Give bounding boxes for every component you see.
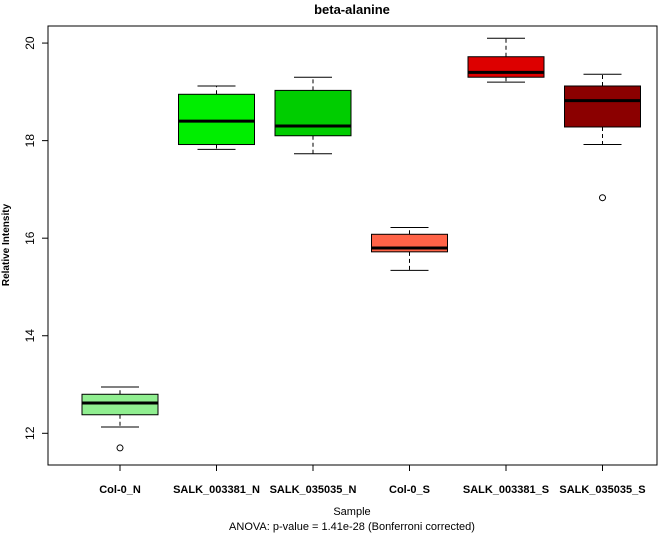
x-axis: Col-0_N SALK_003381_N SALK_035035_N Col-0_S…	[99, 465, 646, 496]
x-axis-label: Sample	[333, 506, 370, 518]
box-iqr	[467, 56, 545, 78]
box-SALK_003381_S	[467, 37, 545, 83]
box-SALK_035035_S	[564, 73, 641, 202]
x-tick-label-Col-0_S: Col-0_S	[389, 484, 430, 496]
y-tick-label-16: 16	[23, 231, 37, 245]
box-iqr	[274, 89, 352, 137]
chart-title: beta-alanine	[314, 2, 390, 17]
y-tick-label-12: 12	[23, 426, 37, 440]
box-series	[81, 37, 641, 452]
outlier-point	[599, 194, 606, 202]
y-tick-label-20: 20	[23, 36, 37, 50]
box-Col-0_S	[371, 226, 448, 271]
y-tick-label-14: 14	[23, 329, 37, 343]
x-tick-label-SALK_035035_N: SALK_035035_N	[270, 484, 357, 496]
x-tick-label-SALK_003381_N: SALK_003381_N	[173, 484, 260, 496]
x-tick-label-SALK_003381_S: SALK_003381_S	[463, 484, 549, 496]
outlier-point	[116, 444, 124, 452]
anova-footnote: ANOVA: p-value = 1.41e-28 (Bonferroni co…	[229, 521, 475, 533]
box-Col-0_N	[81, 386, 159, 452]
x-tick-label-SALK_035035_S: SALK_035035_S	[559, 484, 645, 496]
plot-frame	[47, 25, 658, 466]
y-axis-label: Relative Intensity	[1, 203, 12, 286]
x-tick-label-Col-0_N: Col-0_N	[99, 484, 141, 496]
y-tick-label-18: 18	[23, 134, 37, 148]
box-iqr	[178, 93, 255, 146]
box-iqr	[564, 85, 641, 128]
box-SALK_003381_N	[178, 85, 255, 150]
box-SALK_035035_N	[274, 76, 352, 155]
y-axis: 12 14 16 18 20	[23, 36, 48, 440]
